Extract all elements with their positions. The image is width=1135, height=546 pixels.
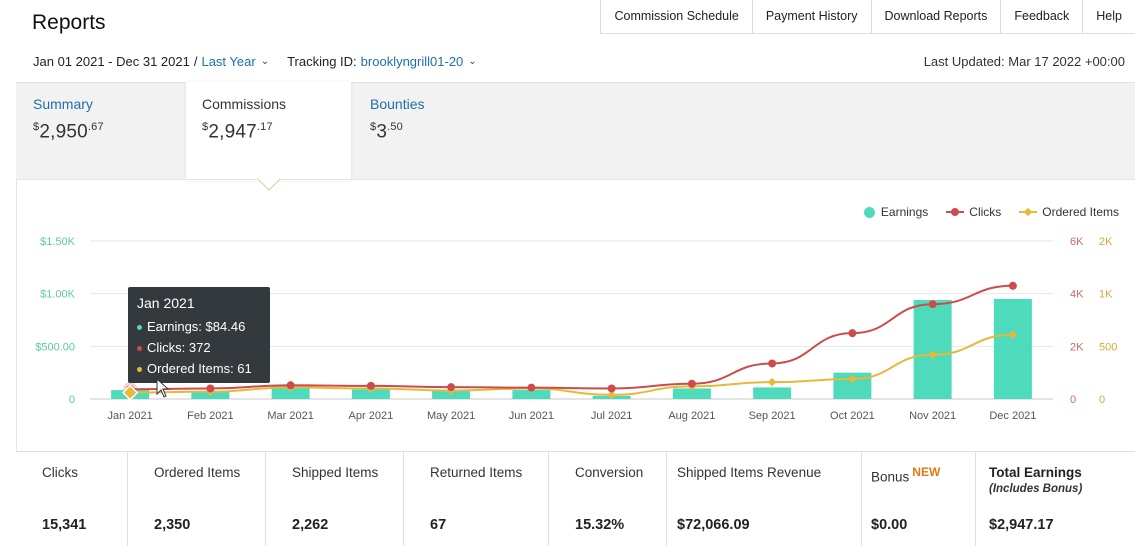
stat-bonus: Bonus NEW $0.00 <box>862 452 976 546</box>
stat-total-earnings: Total Earnings (Includes Bonus) $2,947.17 <box>989 465 1083 533</box>
stat-shipped-items: Shipped Items 2,262 <box>266 452 404 546</box>
chart-legend: Earnings Clicks Ordered Items <box>846 205 1119 219</box>
tooltip-clicks: Clicks: 372 <box>137 337 261 358</box>
earnings-swatch <box>863 206 875 218</box>
page-title: Reports <box>32 11 106 34</box>
chart-tooltip: Jan 2021 Earnings: $84.46 Clicks: 372 Or… <box>128 287 270 383</box>
tab-bounties[interactable]: Bounties $3.50 <box>370 83 424 180</box>
stat-shipped-revenue: Shipped Items Revenue $72,066.09 <box>667 452 862 546</box>
date-range: Jan 01 2021 - Dec 31 2021 <box>33 54 190 69</box>
bounties-amount: $3.50 <box>370 121 404 143</box>
chevron-down-icon[interactable]: ⌄ <box>468 56 477 67</box>
tab-pointer <box>258 179 280 191</box>
help-link[interactable]: Help <box>1096 9 1122 23</box>
last-updated: Last Updated: Mar 17 2022 +00:00 <box>923 54 1125 69</box>
tab-summary[interactable]: Summary $2,950.67 <box>33 83 104 180</box>
stat-ordered-items: Ordered Items 2,350 <box>128 452 266 546</box>
tooltip-title: Jan 2021 <box>137 295 195 311</box>
report-tabs: Summary $2,950.67 Commissions $2,947.17 … <box>16 82 1135 181</box>
date-separator: / <box>193 54 198 69</box>
tracking-id-dropdown[interactable]: brooklyngrill01-20 <box>360 54 464 69</box>
tracking-id-label: Tracking ID: <box>287 54 357 69</box>
top-nav: Commission Schedule Payment History Down… <box>600 0 1135 34</box>
chart-panel <box>16 179 1135 451</box>
legend-ordered-items[interactable]: Ordered Items <box>1019 205 1119 219</box>
stats-bar: Clicks 15,341 Ordered Items 2,350 Shippe… <box>16 451 1135 546</box>
payment-history-link[interactable]: Payment History <box>753 0 872 33</box>
download-reports-link[interactable]: Download Reports <box>872 0 1002 33</box>
tab-summary-label: Summary <box>33 96 93 112</box>
filter-bar: Jan 01 2021 - Dec 31 2021 / Last Year ⌄ … <box>33 54 483 69</box>
ordered-items-swatch <box>1019 207 1038 217</box>
tab-commissions-label: Commissions <box>202 96 287 112</box>
chevron-down-icon[interactable]: ⌄ <box>260 56 270 67</box>
tooltip-earnings: Earnings: $84.46 <box>137 316 261 337</box>
legend-earnings[interactable]: Earnings <box>863 205 928 219</box>
tab-commissions[interactable]: Commissions $2,947.17 <box>186 82 351 181</box>
stat-conversion: Conversion 15.32% <box>549 452 667 546</box>
clicks-swatch <box>946 207 965 217</box>
tab-bounties-label: Bounties <box>370 96 425 112</box>
commissions-amount: $2,947.17 <box>202 121 273 143</box>
stat-clicks: Clicks 15,341 <box>16 452 128 546</box>
feedback-link[interactable]: Feedback <box>1001 0 1084 33</box>
legend-clicks[interactable]: Clicks <box>946 205 1001 219</box>
period-dropdown[interactable]: Last Year <box>201 54 256 69</box>
commission-schedule-link[interactable]: Commission Schedule <box>601 0 753 33</box>
tooltip-ordered-items: Ordered Items: 61 <box>137 358 261 379</box>
stat-returned-items: Returned Items 67 <box>404 452 549 546</box>
mouse-cursor-icon <box>156 378 170 398</box>
summary-amount: $2,950.67 <box>33 121 104 143</box>
new-badge: NEW <box>912 465 941 479</box>
